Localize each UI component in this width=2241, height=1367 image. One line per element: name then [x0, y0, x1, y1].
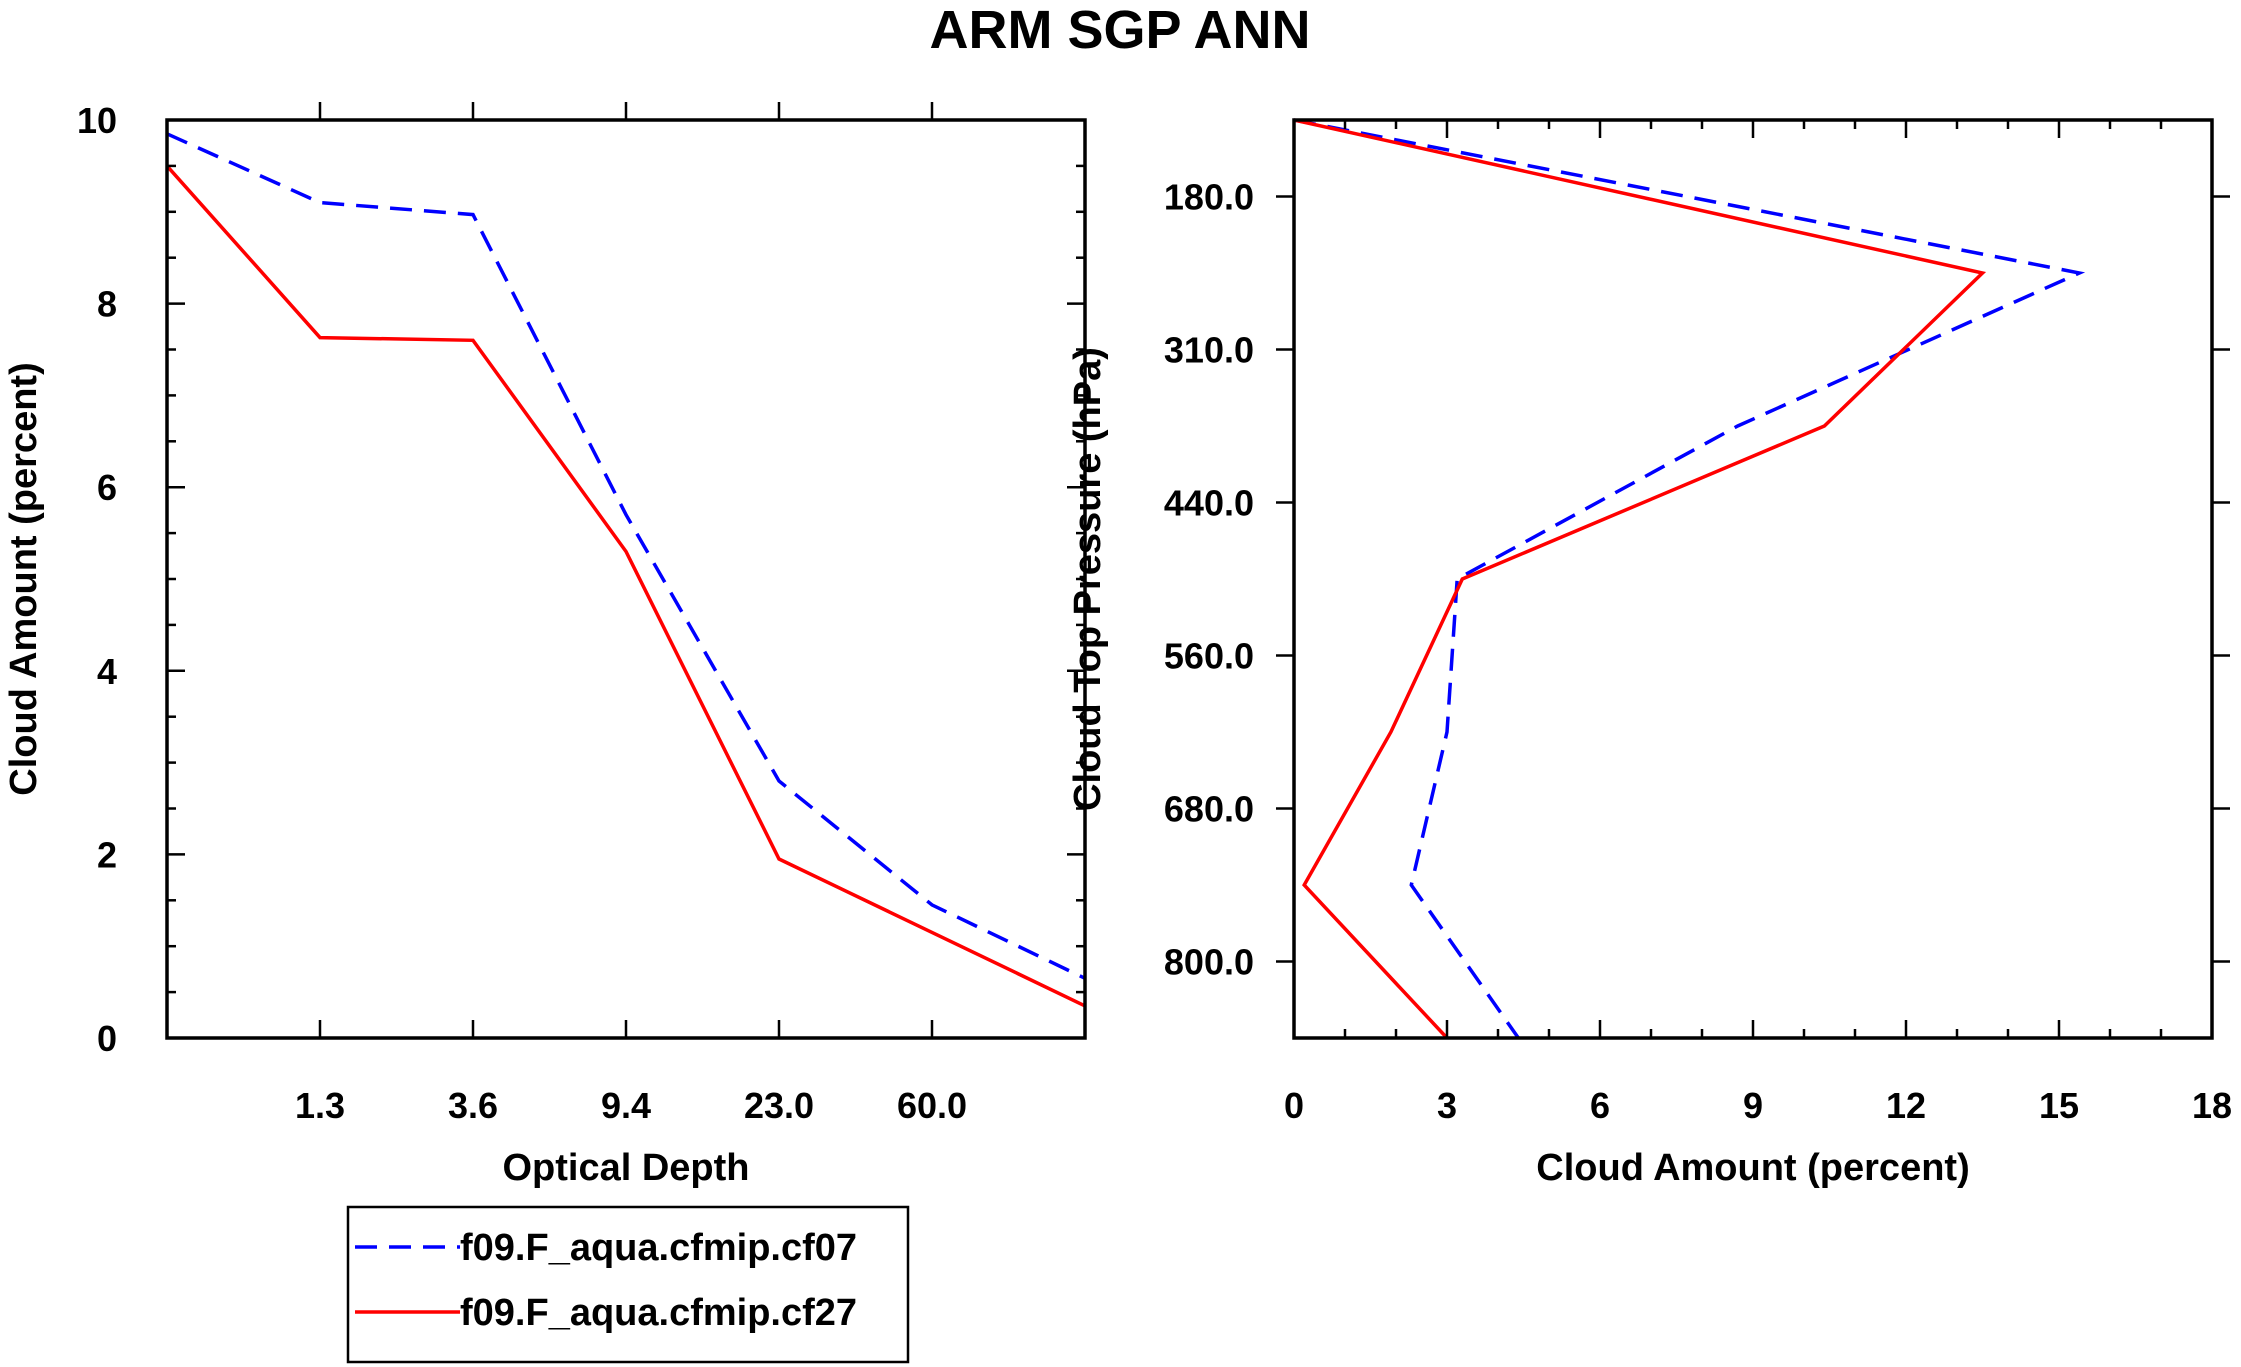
left-plot-frame	[165, 118, 1087, 1040]
left-y-tick-label: 10	[77, 100, 117, 141]
legend-label-cf27: f09.F_aqua.cfmip.cf27	[460, 1292, 857, 1334]
legend-label-cf07: f09.F_aqua.cfmip.cf07	[460, 1227, 857, 1269]
right-x-tick-label: 6	[1590, 1085, 1610, 1126]
figure-title: ARM SGP ANN	[929, 0, 1310, 60]
right-x-tick-label: 15	[2039, 1085, 2079, 1126]
left-ticks-group: 0 2 4 6 8 10 1.3 3.6 9.4 23.0 60.0	[77, 100, 1085, 1126]
right-series-line-0	[1293, 118, 2086, 1040]
left-y-tick-label: 2	[97, 834, 117, 875]
right-plot-frame	[1292, 118, 2214, 1040]
right-series-line-1	[1293, 118, 1987, 1040]
right-series-group	[1293, 118, 2086, 1040]
left-series-line-1	[165, 164, 1086, 1008]
right-x-tick-label: 9	[1743, 1085, 1763, 1126]
left-y-tick-label: 8	[97, 284, 117, 325]
left-x-tick-label: 1.3	[295, 1085, 345, 1126]
optical-depth-panel: 0 2 4 6 8 10 1.3 3.6 9.4 23.0 60.0 Optical Depth C…	[3, 100, 1087, 1189]
right-x-tick-label: 3	[1437, 1085, 1457, 1126]
left-x-axis-label: Optical Depth	[502, 1147, 749, 1189]
right-x-tick-label: 0	[1284, 1085, 1304, 1126]
right-y-tick-label: 310.0	[1164, 330, 1254, 371]
right-ticks-group: 0 3 6 9 12 15 18 180.0 310.0 440.0 560.0 680.0 800.0	[1164, 120, 2232, 1126]
left-y-tick-label: 0	[97, 1018, 117, 1059]
legend-box	[346, 1205, 910, 1364]
right-y-tick-label: 180.0	[1164, 177, 1254, 218]
left-series-group	[165, 132, 1086, 1008]
left-series-line-0	[166, 132, 1086, 980]
left-y-axis-label: Cloud Amount (percent)	[3, 362, 45, 795]
right-y-tick-label: 680.0	[1164, 789, 1254, 830]
left-x-tick-label: 23.0	[744, 1085, 814, 1126]
pressure-panel: 0 3 6 9 12 15 18 180.0 310.0 440.0 560.0 680.0 800.0…	[1067, 118, 2232, 1189]
left-x-tick-label: 3.6	[448, 1085, 498, 1126]
right-y-tick-label: 800.0	[1164, 942, 1254, 983]
right-x-tick-label: 18	[2192, 1085, 2232, 1126]
left-y-tick-label: 4	[97, 651, 117, 692]
left-y-tick-label: 6	[97, 467, 117, 508]
right-y-tick-label: 440.0	[1164, 483, 1254, 524]
left-x-tick-label: 9.4	[601, 1085, 651, 1126]
right-y-axis-label: Cloud Top Pressure (hPa)	[1067, 347, 1109, 811]
right-y-tick-label: 560.0	[1164, 636, 1254, 677]
right-x-tick-label: 12	[1886, 1085, 1926, 1126]
right-x-axis-label: Cloud Amount (percent)	[1536, 1147, 1969, 1189]
left-x-tick-label: 60.0	[897, 1085, 967, 1126]
legend: f09.F_aqua.cfmip.cf07 f09.F_aqua.cfmip.c…	[346, 1205, 910, 1364]
